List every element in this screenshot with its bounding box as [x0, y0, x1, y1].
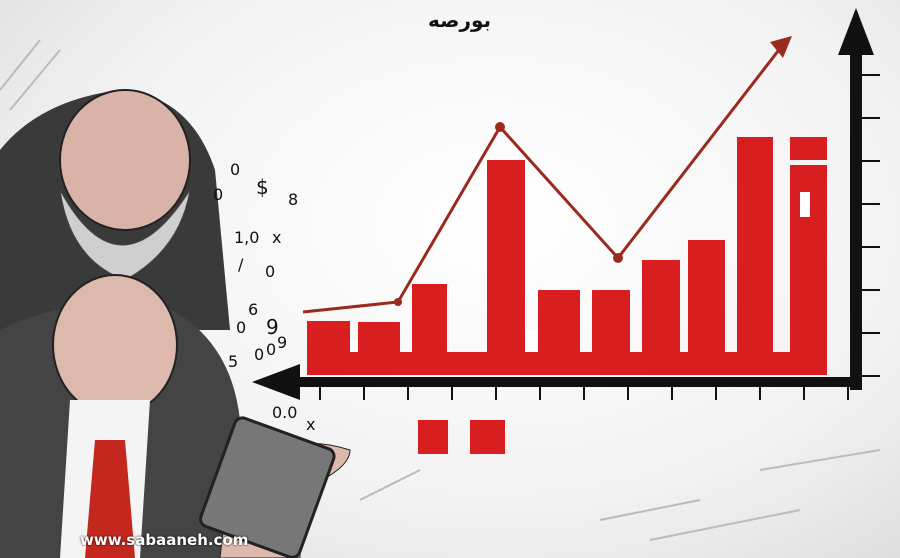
scribble-number: 9	[266, 315, 279, 339]
calculator-icon	[199, 416, 336, 558]
chart-title: بورصه	[428, 8, 492, 32]
two-men-illustration	[0, 89, 351, 558]
bar	[487, 160, 525, 375]
scribble-number: x	[306, 415, 316, 434]
scribble-number: /	[238, 255, 244, 274]
axes	[252, 8, 880, 400]
bar-cutouts	[350, 160, 827, 352]
scribble-number: 5	[228, 352, 239, 371]
watermark: www.sabaaneh.com	[80, 531, 249, 549]
scribble-number: 0	[213, 185, 224, 204]
scribble-number: 0.0	[272, 403, 298, 422]
bar-chart	[307, 137, 827, 454]
bar	[737, 137, 773, 375]
scribble-number: 0	[266, 340, 277, 359]
scribble-number: 0	[236, 318, 247, 337]
scribble-number: $	[256, 175, 269, 199]
trend-arrowhead-icon	[770, 36, 792, 58]
dot-square	[418, 420, 448, 454]
bar	[790, 137, 827, 375]
bar-connector	[307, 352, 827, 375]
x-axis-arrow-icon	[252, 364, 300, 400]
scribble-number: 0	[265, 262, 276, 281]
dot-square	[470, 420, 505, 454]
scribble-number: x	[272, 228, 282, 247]
scribble-number: 8	[288, 190, 299, 209]
y-axis-arrow-icon	[838, 8, 874, 55]
scribble-number: 0	[254, 345, 265, 364]
scribble-number: 6	[248, 300, 259, 319]
scribble-number: 9	[277, 333, 288, 352]
scribble-number: 0	[230, 160, 241, 179]
trend-line	[302, 36, 792, 314]
scribble-number: 1,0	[234, 228, 260, 247]
background-hatching	[0, 39, 881, 541]
